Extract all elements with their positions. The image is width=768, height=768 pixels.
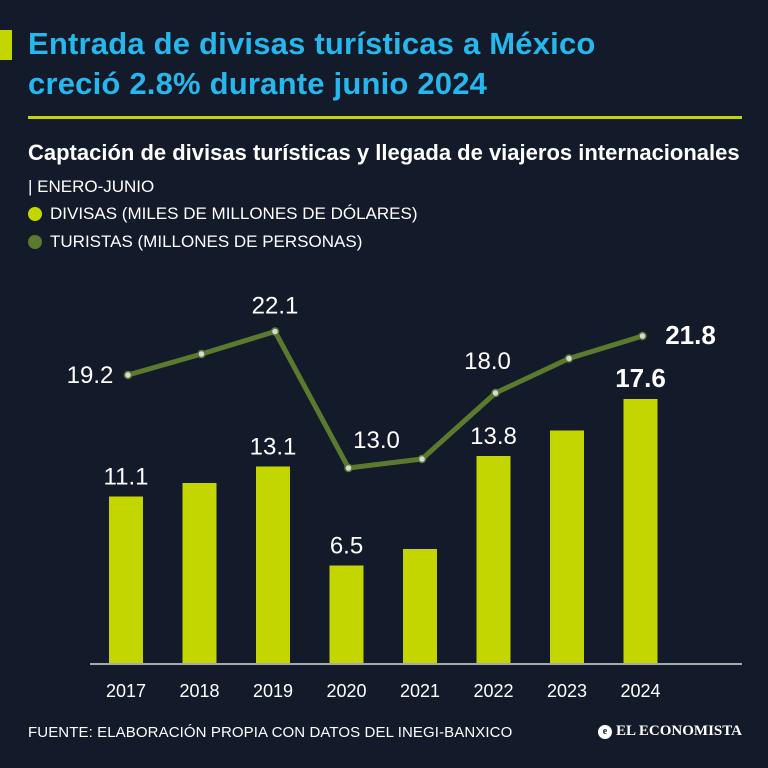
headline-line-1: Entrada de divisas turísticas a México bbox=[28, 26, 596, 61]
brand-name: EL ECONOMISTA bbox=[616, 723, 742, 739]
x-tick-label-2020: 2020 bbox=[326, 681, 366, 701]
x-tick-label-2019: 2019 bbox=[253, 681, 293, 701]
e-logo-icon: e bbox=[598, 724, 612, 739]
x-tick-label-2021: 2021 bbox=[400, 681, 440, 701]
line-label-turistas-2022: 18.0 bbox=[464, 348, 511, 375]
bar-divisas-2020 bbox=[329, 565, 364, 663]
line-label-turistas-2020: 13.0 bbox=[353, 427, 400, 454]
point-turistas-2019 bbox=[270, 327, 280, 336]
x-tick-label-2022: 2022 bbox=[473, 681, 513, 701]
chart-subtitle: Captación de divisas turísticas y llegad… bbox=[28, 138, 748, 202]
point-turistas-2024 bbox=[638, 331, 647, 341]
line-label-turistas-2024: 21.8 bbox=[665, 320, 716, 350]
x-tick-label-2024: 2024 bbox=[620, 681, 660, 701]
bar-label-divisas-2024: 17.6 bbox=[615, 363, 666, 393]
legend-item-divisas: DIVISAS (MILES DE MILLONES DE DÓLARES) bbox=[28, 203, 588, 225]
bar-label-divisas-2017: 11.1 bbox=[104, 464, 149, 491]
point-turistas-2017 bbox=[123, 370, 133, 380]
x-tick-label-2018: 2018 bbox=[179, 681, 219, 701]
line-label-turistas-2017: 19.2 bbox=[67, 362, 114, 389]
legend-label-turistas: TURISTAS (MILLONES DE PERSONAS) bbox=[50, 232, 363, 251]
line-turistas bbox=[127, 329, 644, 471]
bar-divisas-2021 bbox=[403, 549, 437, 663]
point-turistas-2021 bbox=[417, 454, 427, 464]
bar-label-divisas-2022: 13.8 bbox=[470, 423, 517, 450]
bar-divisas-2023 bbox=[550, 430, 584, 663]
headline-divider bbox=[28, 116, 742, 119]
point-turistas-2020 bbox=[344, 463, 353, 473]
subtitle-separator: | bbox=[28, 177, 38, 196]
bar-divisas-2024 bbox=[623, 399, 658, 663]
x-tick-label-2017: 2017 bbox=[106, 681, 146, 701]
legend-dot-divisas bbox=[28, 207, 42, 221]
legend-item-turistas: TURISTAS (MILLONES DE PERSONAS) bbox=[28, 231, 588, 253]
line-label-turistas-2019: 22.1 bbox=[252, 293, 299, 320]
subtitle-text: Captación de divisas turísticas y llegad… bbox=[28, 140, 740, 165]
point-turistas-2018 bbox=[197, 349, 206, 359]
headline-line-2: creció 2.8% durante junio 2024 bbox=[28, 66, 488, 101]
legend-dot-turistas bbox=[28, 235, 42, 249]
bar-divisas-2018 bbox=[182, 483, 217, 663]
headline-accent-bar bbox=[0, 30, 12, 60]
bar-label-divisas-2019: 13.1 bbox=[250, 434, 297, 461]
x-tick-label-2023: 2023 bbox=[547, 681, 587, 701]
point-turistas-2022 bbox=[491, 388, 500, 398]
bar-divisas-2019 bbox=[256, 466, 290, 663]
bar-divisas-2022 bbox=[476, 456, 511, 663]
bar-divisas-2017 bbox=[109, 496, 143, 663]
bar-label-divisas-2020: 6.5 bbox=[330, 533, 363, 560]
source-note: FUENTE: ELABORACIÓN PROPIA CON DATOS DEL… bbox=[28, 724, 513, 741]
subtitle-period: ENERO-JUNIO bbox=[37, 177, 155, 196]
legend-label-divisas: DIVISAS (MILES DE MILLONES DE DÓLARES) bbox=[50, 204, 418, 223]
headline: Entrada de divisas turísticas a México c… bbox=[28, 24, 748, 104]
point-turistas-2023 bbox=[564, 354, 574, 363]
brand-logo: e EL ECONOMISTA bbox=[598, 723, 742, 740]
